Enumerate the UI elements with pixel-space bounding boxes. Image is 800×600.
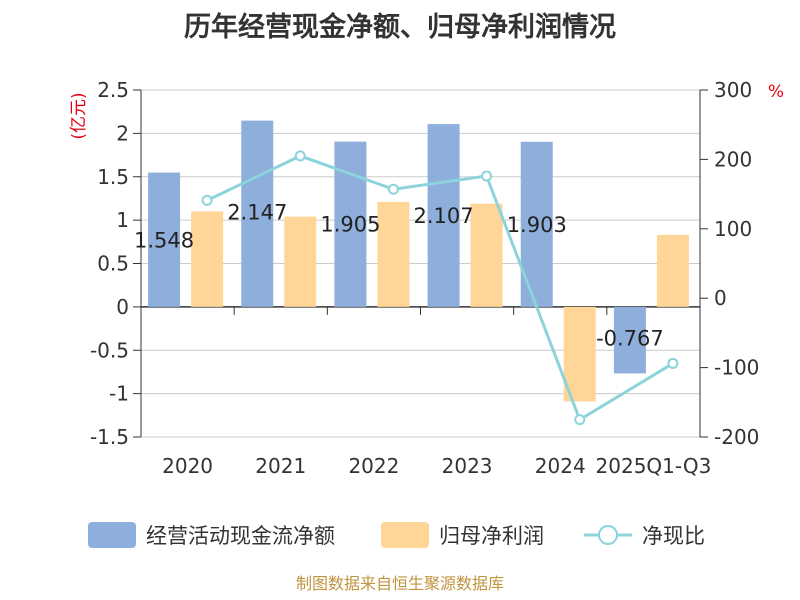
right-tick-label: -200 — [714, 425, 759, 449]
right-tick-label: 100 — [714, 217, 752, 241]
x-axis-ticks: 2020 2021 2022 2023 2024 2025Q1-Q3 — [162, 454, 711, 478]
ratio-point — [667, 357, 679, 369]
left-tick-label: 0.5 — [97, 252, 129, 276]
left-tick-label: 2.5 — [97, 78, 129, 102]
cash-flow-data-label: 1.548 — [134, 229, 194, 253]
cash-flow-data-label: -0.767 — [596, 326, 664, 350]
legend-label-net-profit: 归母净利润 — [439, 524, 544, 548]
ratio-point — [574, 414, 586, 426]
right-tick-label: 300 — [714, 78, 752, 102]
x-tick-label: 2024 — [535, 454, 586, 478]
left-tick-label: -1 — [109, 382, 129, 406]
right-axis-unit: % — [768, 82, 784, 102]
legend-swatch-cash-flow — [88, 522, 136, 548]
net-profit-bar — [191, 211, 224, 307]
legend-swatch-ratio-point — [598, 525, 618, 545]
source-note: 制图数据来自恒生聚源数据库 — [296, 574, 504, 593]
cash-flow-bar — [148, 172, 181, 307]
left-axis-unit: (亿元) — [69, 92, 89, 139]
chart-title: 历年经营现金净额、归母净利润情况 — [184, 11, 616, 43]
right-tick-label: 0 — [714, 286, 727, 310]
cash-flow-bar — [427, 124, 460, 307]
x-tick-label: 2020 — [162, 454, 213, 478]
cash-flow-bar — [613, 306, 646, 374]
axes — [133, 89, 708, 438]
x-tick-label: 2022 — [348, 454, 399, 478]
left-tick-label: 1 — [116, 208, 129, 232]
left-tick-label: -0.5 — [90, 338, 129, 362]
y-axis-ticks: 2.5 2 1.5 1 0.5 0 -0.5 -1 -1.5 300 200 100 0 -100 -200 — [90, 78, 759, 449]
data-labels: 1.548 2.147 1.905 2.107 1.903 -0.767 — [134, 201, 664, 351]
right-tick-label: 200 — [714, 147, 752, 171]
x-tick-label: 2023 — [442, 454, 493, 478]
ratio-line-path — [206, 154, 674, 422]
net-profit-bar — [656, 234, 689, 307]
net-profit-bar — [377, 201, 410, 307]
ratio-point — [294, 150, 306, 162]
ratio-point — [481, 170, 493, 182]
left-tick-label: 0 — [116, 295, 129, 319]
bars — [148, 120, 689, 402]
right-tick-label: -100 — [714, 356, 759, 380]
ratio-point — [201, 194, 213, 206]
cash-flow-bar — [241, 120, 274, 307]
left-tick-label: 2 — [116, 121, 129, 145]
cash-flow-data-label: 1.903 — [507, 213, 567, 237]
ratio-point — [387, 183, 399, 195]
left-tick-label: -1.5 — [90, 425, 129, 449]
x-tick-label: 2021 — [255, 454, 306, 478]
x-tick-label: 2025Q1-Q3 — [596, 454, 712, 478]
cash-flow-data-label: 2.147 — [227, 201, 287, 225]
grid-lines — [141, 89, 700, 438]
net-profit-bar — [470, 203, 503, 307]
legend-label-cash-flow: 经营活动现金流净额 — [146, 524, 335, 548]
cash-flow-data-label: 1.905 — [320, 213, 380, 237]
legend-swatch-net-profit — [381, 522, 429, 548]
net-profit-bar — [563, 306, 596, 402]
legend: 经营活动现金流净额 归母净利润 净现比 — [88, 522, 705, 548]
legend-label-ratio: 净现比 — [642, 524, 705, 548]
ratio-line — [201, 150, 679, 426]
left-tick-label: 1.5 — [97, 165, 129, 189]
net-profit-bar — [284, 216, 317, 307]
cash-flow-data-label: 2.107 — [414, 204, 474, 228]
